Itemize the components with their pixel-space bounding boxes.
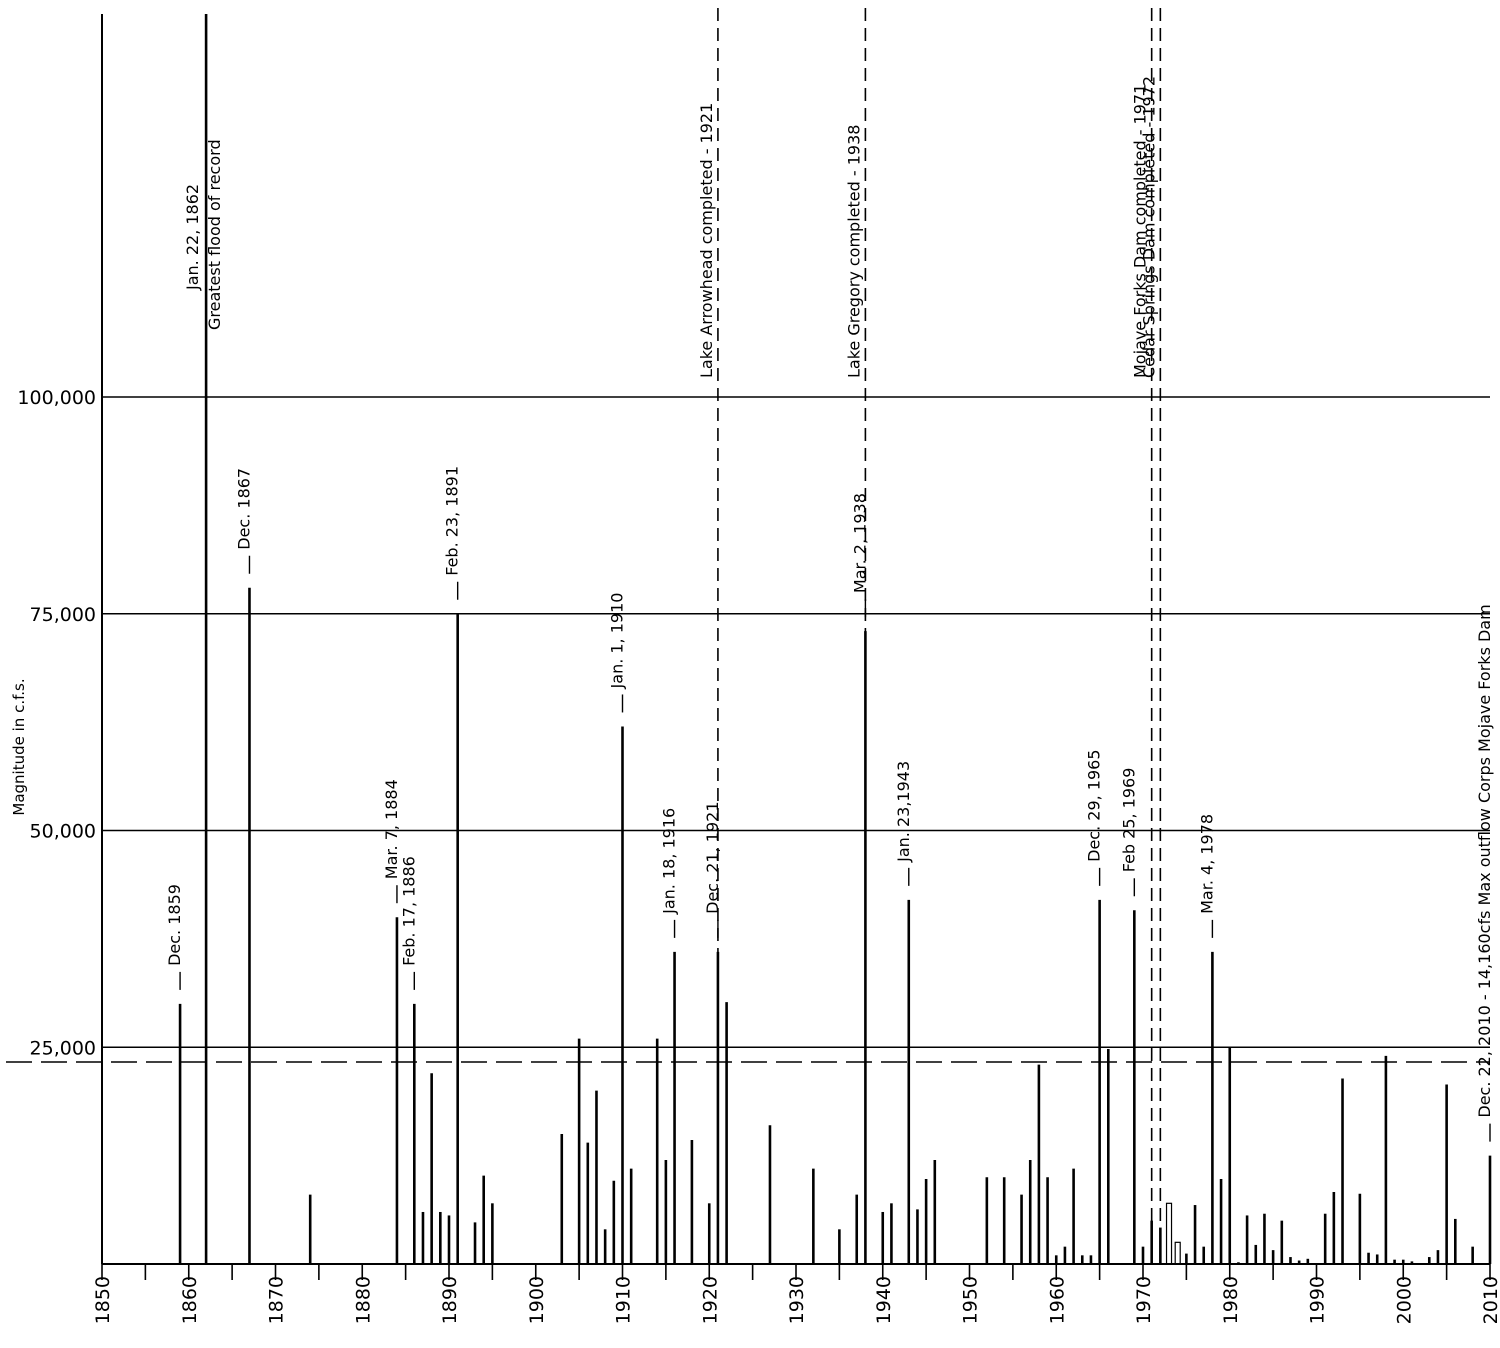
bars: [178, 14, 1492, 1265]
y-tick-label: 75,000: [30, 604, 96, 626]
x-tick-label: 1970: [1133, 1276, 1155, 1324]
x-tick-label: 1880: [352, 1276, 374, 1324]
annotation-label: Jan. 1, 1910: [608, 593, 627, 690]
milestone-label: Mojave Forks Dam completed - 1971: [1131, 84, 1150, 378]
annotation-label: Feb. 23, 1891: [443, 466, 462, 576]
x-tick-label: 1860: [179, 1276, 201, 1324]
annotation-label: Jan. 23,1943: [894, 761, 913, 863]
x-tick-label: 1990: [1307, 1276, 1329, 1324]
annotation-label: Dec. 1867: [234, 468, 253, 550]
milestone-lines: Lake Arrowhead completed - 1921 Lake Greg…: [697, 8, 1162, 1264]
annotation-label: Jan. 18, 1916: [660, 808, 679, 915]
x-tick-label: 1910: [613, 1276, 635, 1324]
axes: [101, 14, 1490, 1265]
x-tick-label: 1940: [873, 1276, 895, 1324]
y-axis-label: Magnitude in c.f.s.: [10, 678, 28, 815]
x-tick-label: 1850: [92, 1276, 114, 1324]
x-tick-label: 1950: [960, 1276, 982, 1324]
x-tick-label: 1980: [1220, 1276, 1242, 1324]
y-tick-label: 50,000: [30, 821, 96, 843]
annotation-label: Mar. 4, 1978: [1197, 814, 1216, 914]
annotation-label: Greatest flood of record: [205, 139, 224, 330]
x-tick-label: 2010: [1480, 1276, 1500, 1324]
x-tick-label: 1960: [1046, 1276, 1068, 1324]
bar: [1174, 1241, 1181, 1265]
gridlines: 25,000 50,000 75,000 100,000: [17, 387, 1490, 1059]
annotations: Dec. 1859 Jan. 22, 1862 Greatest flood of …: [165, 139, 1494, 1142]
milestone-label: Lake Arrowhead completed - 1921: [697, 103, 716, 378]
annotation-label: Dec. 22, 2010 - 14,160cfs Max outflow Co…: [1475, 604, 1494, 1117]
annotation-label: Mar. 7, 1884: [382, 779, 401, 879]
annotation-label: Dec. 21, 1921: [703, 801, 722, 913]
y-tick-label: 25,000: [30, 1037, 96, 1059]
x-tick-label: 2000: [1393, 1276, 1415, 1324]
bar: [1165, 1202, 1173, 1265]
annotation-label: Dec. 1859: [165, 884, 184, 966]
milestone-label: Cedar Springs Dam completed - 1972: [1139, 76, 1158, 378]
x-tick-label: 1890: [439, 1276, 461, 1324]
annotation-label: Mar. 2, 1938: [850, 493, 869, 593]
x-tick-label: 1920: [699, 1276, 721, 1324]
x-tick-label: 1870: [266, 1276, 288, 1324]
x-tick-label: 1930: [786, 1276, 808, 1324]
annotation-label: Feb 25, 1969: [1119, 768, 1138, 873]
annotation-label: Jan. 22, 1862: [183, 184, 202, 291]
x-tick-label: 1900: [526, 1276, 548, 1324]
annotation-label: Dec. 29, 1965: [1085, 749, 1104, 861]
milestone-label: Lake Gregory completed - 1938: [844, 125, 863, 378]
annotation-label: Feb. 17, 1886: [399, 856, 418, 966]
y-tick-label: 100,000: [17, 387, 96, 409]
axis-ticks: 1850 1860 1870 1880 1890 1900 1910 1920 1930 1940…: [92, 1264, 1500, 1324]
